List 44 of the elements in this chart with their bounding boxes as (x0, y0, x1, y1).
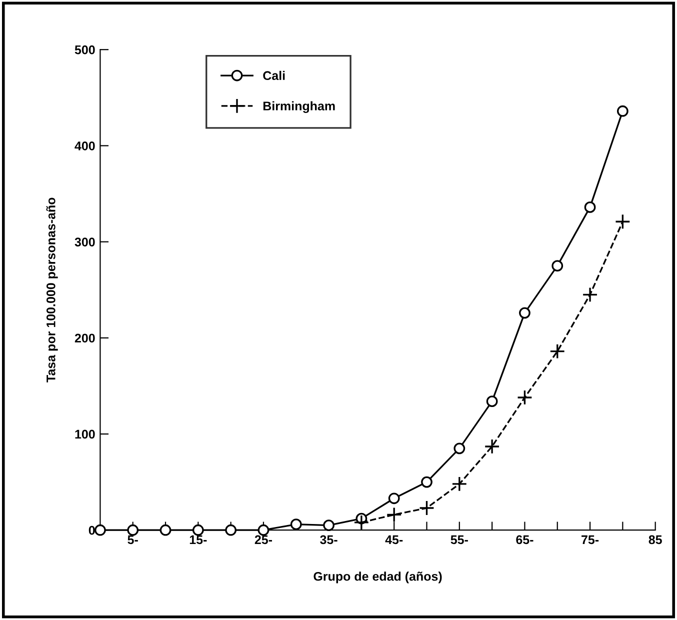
point (454, 442, 466, 454)
point (354, 514, 370, 530)
point (290, 518, 302, 530)
y-tick-label: 100 (75, 430, 95, 439)
legend-label: Birmingham (263, 101, 335, 113)
x-tick-label: 35- (320, 535, 338, 544)
point (516, 390, 532, 406)
y-tick-label: 400 (74, 142, 95, 150)
point (552, 260, 564, 272)
point (484, 438, 500, 454)
point (452, 476, 468, 492)
point (258, 524, 270, 536)
point (418, 500, 435, 516)
point (616, 105, 628, 117)
point (582, 286, 598, 302)
x-tick-label: 65- (516, 535, 534, 544)
x-tick-label: 75- (582, 535, 599, 544)
x-axis-title: Grupo de edad (años) (314, 572, 442, 584)
x-tick-label: 45- (385, 535, 403, 544)
point (550, 344, 566, 360)
point (127, 524, 139, 536)
y-tick-label: 0 (88, 526, 95, 535)
legend-label: Cali (263, 70, 285, 80)
point (486, 396, 498, 408)
x-tick-label: 5- (128, 535, 138, 544)
point (323, 520, 334, 531)
point (160, 524, 172, 536)
x-tick-label: 15- (190, 535, 207, 544)
point (614, 214, 630, 230)
x-tick-label: 25- (254, 535, 272, 544)
point (421, 476, 432, 488)
x-tick-label: 55- (450, 535, 468, 544)
point (584, 202, 596, 213)
point (94, 524, 106, 536)
point (225, 524, 237, 536)
point (519, 307, 530, 319)
y-tick-label: 300 (74, 238, 95, 246)
y-tick-label: 200 (74, 334, 95, 343)
point (386, 506, 402, 523)
x-tick-label: 85 (648, 535, 662, 544)
point (388, 492, 400, 504)
y-axis-title: Tasa por 100.000 personas-año (46, 198, 58, 382)
point (192, 524, 204, 536)
y-tick-label: 500 (74, 45, 95, 54)
